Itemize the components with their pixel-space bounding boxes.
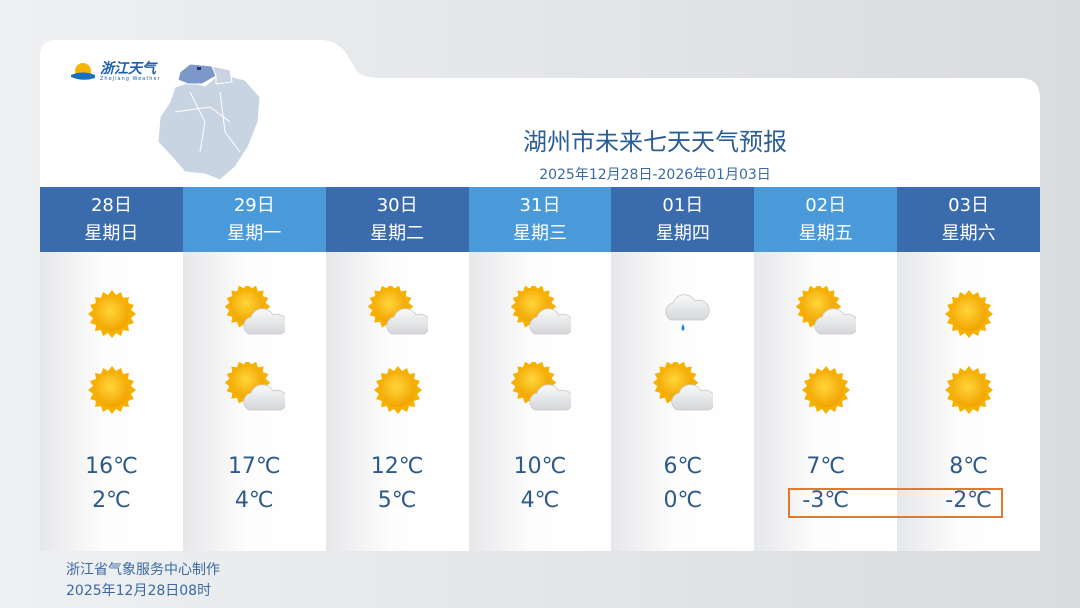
day-header: 29日星期一: [182, 187, 326, 252]
low-temp: 0℃: [663, 488, 703, 513]
day-date: 31日: [519, 195, 561, 216]
low-temp: -2℃: [945, 488, 992, 513]
day-date: 29日: [233, 195, 275, 216]
logo-text: 浙江天气: [100, 61, 156, 77]
partly-cloudy-icon: [653, 362, 713, 418]
day-weekday: 星期四: [655, 223, 710, 244]
day-header: 31日星期三: [468, 187, 612, 252]
day-body: 8℃ -2℃: [897, 252, 1041, 551]
partly-cloudy-icon: [225, 362, 285, 418]
day-header: 03日星期六: [897, 187, 1041, 252]
footer-maker: 浙江省气象服务中心制作: [66, 562, 220, 578]
high-temp: 10℃: [513, 454, 567, 479]
logo-subtext: ZheJiang Weather: [100, 76, 161, 82]
day-weekday: 星期三: [513, 223, 567, 244]
sunny-icon: [939, 286, 999, 342]
day-header: 01日星期四: [611, 187, 755, 252]
day-date: 03日: [948, 195, 990, 216]
page-title: 湖州市未来七天天气预报: [523, 128, 787, 156]
day-date: 28日: [90, 195, 132, 216]
logo-sun-wave-icon: [71, 63, 95, 80]
high-temp: 8℃: [949, 454, 988, 479]
low-temp: 4℃: [234, 488, 274, 513]
partly-cloudy-icon: [368, 286, 428, 342]
low-temp: 2℃: [92, 488, 131, 513]
footer: 浙江省气象服务中心制作 2025年12月28日08时: [66, 560, 220, 602]
day-column: 29日星期一 17℃ 4℃: [182, 187, 326, 551]
day-body: 10℃ 4℃: [468, 252, 612, 551]
footer-time: 2025年12月28日08时: [66, 583, 212, 599]
partly-cloudy-icon: [796, 286, 856, 342]
low-temp: 5℃: [377, 488, 417, 513]
day-weekday: 星期二: [370, 223, 425, 244]
sunny-icon: [82, 286, 142, 342]
day-column: 01日星期四 6℃ 0℃: [611, 187, 755, 551]
zhejiang-map-icon: [157, 63, 261, 181]
day-column: 02日星期五 7℃ -3℃: [754, 187, 898, 551]
low-temp: 4℃: [520, 488, 560, 513]
partly-cloudy-icon: [225, 286, 285, 342]
sunny-icon: [82, 362, 142, 418]
forecast-columns: 28日 星期日 16℃ 2℃ 29日 星期一 17℃ 4℃ 30日 星期二 12℃ 5℃ 3…: [40, 187, 1041, 551]
day-column: 03日星期六 8℃ -2℃: [897, 187, 1041, 551]
high-temp: 6℃: [663, 454, 703, 479]
date-range: 2025年12月28日-2026年01月03日: [539, 167, 771, 183]
zhejiang-weather-logo: 浙江天气 ZheJiang Weather: [70, 62, 161, 82]
sunny-icon: [368, 362, 428, 418]
low-temp: -3℃: [802, 488, 850, 513]
high-temp: 17℃: [227, 454, 281, 479]
day-weekday: 星期六: [941, 223, 996, 244]
day-column: 31日星期三 10℃ 4℃: [468, 187, 612, 551]
high-temp: 7℃: [806, 454, 846, 479]
high-temp: 16℃: [85, 454, 138, 479]
day-body: 7℃ -3℃: [754, 252, 898, 551]
high-temp: 12℃: [370, 454, 424, 479]
partly-cloudy-icon: [511, 362, 571, 418]
sunny-icon: [939, 362, 999, 418]
day-body: 16℃ 2℃: [40, 252, 183, 551]
partly-cloudy-icon: [511, 286, 571, 342]
day-date: 30日: [376, 195, 418, 216]
day-header: 28日星期日: [40, 187, 183, 252]
day-date: 02日: [805, 195, 847, 216]
day-header: 02日星期五: [754, 187, 898, 252]
day-header: 30日星期二: [325, 187, 469, 252]
day-body: 17℃ 4℃: [182, 252, 326, 551]
day-body: 6℃ 0℃: [611, 252, 755, 551]
day-weekday: 星期日: [84, 223, 139, 244]
light-rain-icon: [653, 286, 713, 342]
day-body: 12℃ 5℃: [325, 252, 469, 551]
sunny-icon: [796, 362, 856, 418]
low-temp-highlight-box: [788, 488, 1003, 518]
day-column: 30日星期二 12℃ 5℃: [325, 187, 469, 551]
day-column: 28日星期日 16℃ 2℃: [40, 187, 183, 551]
day-weekday: 星期五: [798, 223, 853, 244]
day-weekday: 星期一: [227, 223, 282, 244]
day-date: 01日: [662, 195, 704, 216]
